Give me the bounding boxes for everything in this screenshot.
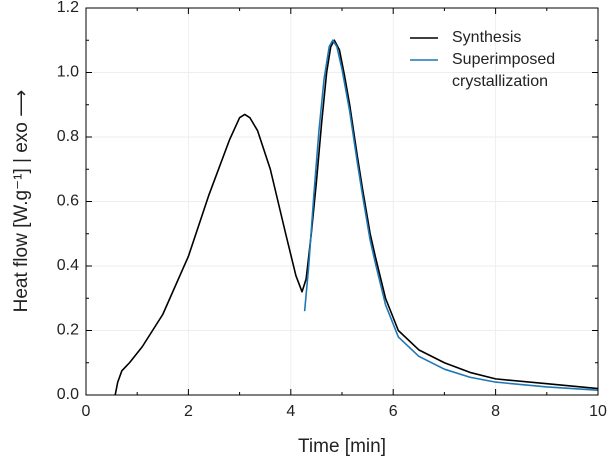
x-tick-label: 0 — [82, 403, 91, 420]
y-tick-label: 1.2 — [57, 0, 79, 16]
x-tick-label: 8 — [491, 403, 500, 420]
legend-label: Synthesis — [452, 29, 521, 46]
x-tick-label: 6 — [389, 403, 398, 420]
y-axis-title: Heat flow [W.g⁻¹] | exo ⟶ — [11, 90, 32, 313]
series-line — [303, 39, 599, 391]
y-tick-label: 0.6 — [57, 193, 79, 210]
x-tick-label: 2 — [184, 403, 193, 420]
y-tick-label: 0.4 — [57, 257, 79, 274]
x-tick-label: 10 — [589, 403, 607, 420]
plot-frame — [85, 7, 599, 396]
y-tick-label: 1.0 — [57, 64, 79, 81]
x-tick-label: 4 — [286, 403, 295, 420]
y-tick-label: 0.0 — [57, 386, 79, 403]
x-axis-title: Time [min] — [298, 436, 386, 457]
legend-label: Superimposed crystallization — [452, 51, 555, 90]
series-line — [114, 39, 599, 396]
y-tick-label: 0.8 — [57, 128, 79, 145]
y-tick-label: 0.2 — [57, 322, 79, 339]
